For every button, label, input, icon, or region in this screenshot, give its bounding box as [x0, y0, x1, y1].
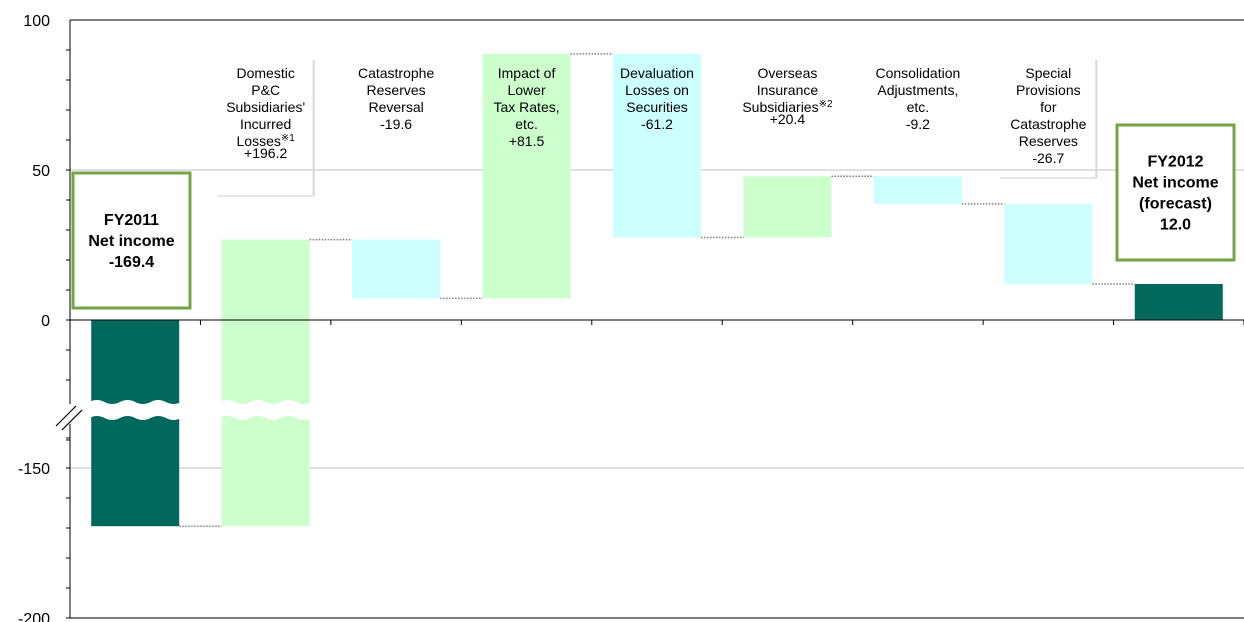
category-label-line: P&C	[251, 82, 280, 98]
category-label-line: Provisions	[1016, 82, 1081, 98]
footnote-mark: ※2	[819, 99, 833, 110]
category-label-line: etc.	[515, 116, 538, 132]
category-label-1: Domestic P&C Subsidiaries' Incurred Losses※1…	[226, 65, 305, 161]
category-label-line: Catastrophe	[1010, 116, 1086, 132]
y-tick-label: -150	[18, 461, 50, 478]
callout-boxes: FY2011 Net income -169.4 FY2012 Net income (f…	[71, 123, 1236, 310]
bar-6	[873, 176, 962, 204]
start-total-box-line: -169.4	[109, 254, 154, 271]
category-label-line: Catastrophe	[358, 65, 434, 81]
axis-break-wave	[89, 400, 182, 420]
bar-8	[1134, 284, 1223, 320]
category-label-line: Special	[1025, 65, 1071, 81]
footnote-mark: ※1	[281, 133, 295, 144]
category-label-line: Impact of	[498, 65, 556, 81]
bar-4	[613, 53, 701, 238]
category-label-line: Losses※1	[237, 133, 296, 149]
y-tick-label: 0	[41, 313, 50, 330]
category-label-6: Consolidation Adjustments, etc. -9.2	[875, 65, 960, 132]
category-label-line: etc.	[907, 99, 930, 115]
category-label-line: +20.4	[770, 111, 806, 127]
bar-5	[743, 176, 832, 238]
category-label-line: for	[1040, 99, 1057, 115]
bar-2	[352, 239, 441, 299]
category-label-line: Securities	[626, 99, 687, 115]
start-total-box-text: FY2011 Net income -169.4	[88, 212, 174, 271]
category-label-line: Reversal	[368, 99, 423, 115]
bar-1	[221, 239, 310, 527]
axes: 100 50 0 -150 -200	[18, 13, 1244, 622]
category-label-7: Special Provisions for Catastrophe Reserves -…	[1010, 65, 1086, 166]
category-label-line: Domestic	[236, 65, 294, 81]
category-label-2: Catastrophe Reserves Reversal -19.6	[358, 65, 434, 132]
end-total-box-text: FY2012 Net income (forecast) 12.0	[1132, 154, 1218, 234]
category-label-line: Losses on	[625, 82, 689, 98]
category-label-line: Adjustments,	[877, 82, 958, 98]
axis-break	[55, 400, 312, 431]
connectors	[179, 53, 1135, 527]
category-label-line: +196.2	[244, 145, 287, 161]
end-total-box-line: FY2012	[1147, 154, 1203, 171]
bars	[91, 53, 1223, 527]
category-label-line: Lower	[507, 82, 545, 98]
start-total-box-frame	[71, 171, 192, 310]
y-tick-label: -200	[18, 611, 50, 622]
category-label-line: Incurred	[240, 116, 291, 132]
category-label-line: -9.2	[906, 116, 930, 132]
end-total-box-line: Net income	[1132, 175, 1218, 192]
category-label-line: Overseas	[757, 65, 817, 81]
category-label-line: Insurance	[757, 82, 819, 98]
start-total-box-line: Net income	[88, 233, 174, 250]
category-label-line: Reserves	[1019, 133, 1078, 149]
category-label-line: Tax Rates,	[493, 99, 559, 115]
category-label-3: Impact of Lower Tax Rates, etc. +81.5	[493, 65, 559, 149]
axis-break-mark	[61, 409, 83, 431]
y-tick-label: 50	[32, 163, 50, 180]
category-label-line: Consolidation	[875, 65, 960, 81]
category-labels: Domestic P&C Subsidiaries' Incurred Losses※1…	[217, 60, 1098, 197]
bar-3	[482, 53, 571, 299]
category-label-line: Devaluation	[620, 65, 694, 81]
category-label-line: Subsidiaries※2	[742, 99, 833, 115]
start-total-box-line: FY2011	[104, 212, 159, 229]
end-total-box-frame	[1115, 123, 1236, 262]
category-label-line: +81.5	[509, 133, 545, 149]
end-total-box-line: (forecast)	[1139, 196, 1212, 213]
y-tick-label: 100	[23, 13, 50, 30]
end-total-box-line: 12.0	[1160, 217, 1191, 234]
category-label-4: Devaluation Losses on Securities -61.2	[620, 65, 694, 132]
category-label-line: -26.7	[1032, 150, 1064, 166]
bar-0	[91, 320, 180, 527]
category-label-line: -61.2	[641, 116, 673, 132]
axis-break-wave	[219, 400, 312, 420]
axis-break-mark	[55, 405, 77, 427]
category-label-line: -19.6	[380, 116, 412, 132]
category-label-line: Reserves	[367, 82, 426, 98]
category-label-line: Subsidiaries'	[226, 99, 305, 115]
category-label-5: Overseas Insurance Subsidiaries※2 +20.4	[742, 65, 833, 127]
bar-7	[1004, 203, 1093, 284]
